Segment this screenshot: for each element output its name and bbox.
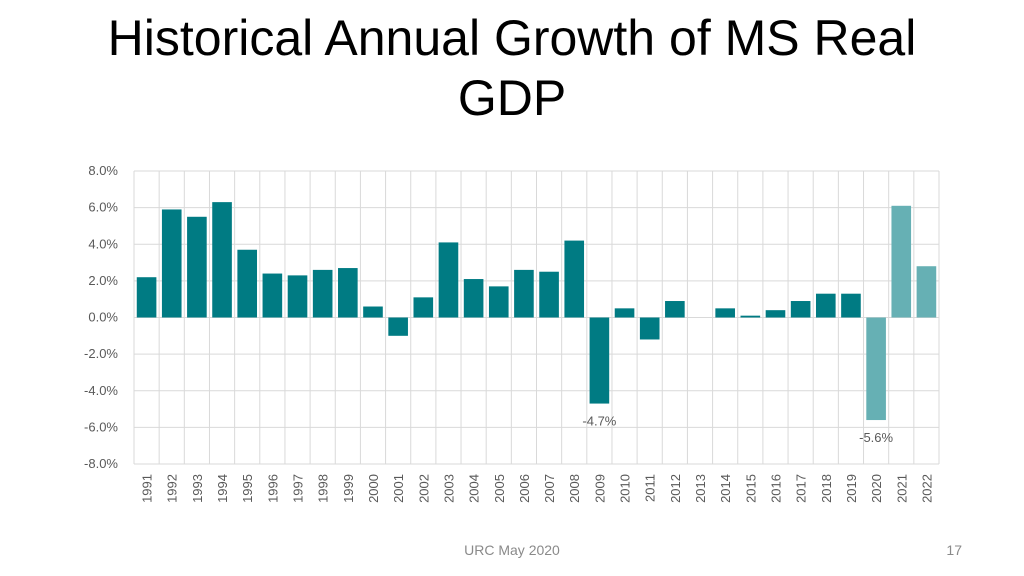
y-tick-label: -6.0% — [84, 419, 118, 434]
chart-labels: 8.0% 6.0% 4.0% 2.0% 0.0% -2.0% -4.0% -6.0% -8.0%… — [84, 163, 934, 503]
bar-1997 — [287, 275, 308, 318]
bar-2001 — [388, 317, 408, 336]
bar-2007 — [539, 271, 559, 318]
y-tick-label: 0.0% — [88, 310, 118, 325]
y-tick-label: -2.0% — [84, 346, 118, 361]
bar-2003 — [438, 242, 459, 318]
bar-2014 — [715, 308, 735, 318]
x-tick-label: 2012 — [668, 474, 683, 503]
x-tick-label: 1997 — [291, 474, 306, 503]
x-tick-label: 2005 — [492, 474, 507, 503]
bar-2015 — [740, 315, 761, 318]
bar-2010 — [614, 308, 635, 318]
bar-1991 — [136, 277, 157, 318]
x-tick-label: 1996 — [265, 474, 280, 503]
bar-2006 — [514, 269, 534, 318]
bar-2009 — [589, 317, 610, 404]
bar-2017 — [790, 301, 811, 318]
x-tick-label: 2017 — [794, 474, 809, 503]
bar-2004 — [463, 279, 484, 318]
x-tick-label: 2011 — [643, 474, 658, 502]
bar-1996 — [262, 273, 283, 318]
x-tick-label: 2008 — [567, 474, 582, 503]
x-tick-label: 1994 — [215, 474, 230, 503]
bar-2016 — [765, 310, 786, 318]
y-tick-label: 2.0% — [88, 273, 118, 288]
x-tick-label: 2020 — [869, 474, 884, 503]
chart-bars — [136, 202, 937, 421]
x-tick-label: 2000 — [366, 474, 381, 503]
y-tick-label: -8.0% — [84, 456, 118, 471]
x-tick-label: 2015 — [743, 474, 758, 503]
bar-1999 — [338, 268, 358, 318]
slide-title: Historical Annual Growth of MS Real GDP — [107, 10, 917, 126]
x-tick-label: 2016 — [768, 474, 783, 503]
bar-2002 — [413, 297, 434, 318]
x-tick-label: 2009 — [592, 474, 607, 503]
y-tick-label: 8.0% — [88, 163, 118, 178]
x-tick-label: 2002 — [416, 474, 431, 503]
y-tick-label: 6.0% — [88, 200, 118, 215]
bar-1995 — [237, 249, 258, 318]
x-tick-label: 2021 — [894, 474, 909, 503]
x-tick-label: 2022 — [919, 474, 934, 503]
bar-2020 — [866, 317, 886, 421]
bar-1998 — [312, 269, 333, 318]
x-tick-label: 1993 — [190, 474, 205, 503]
bar-2008 — [564, 240, 585, 318]
bar-2012 — [665, 301, 685, 318]
bar-2011 — [639, 317, 660, 340]
data-label-2020: -5.6% — [859, 430, 893, 445]
x-tick-label: 2018 — [819, 474, 834, 503]
bar-1994 — [212, 202, 232, 318]
y-tick-label: -4.0% — [84, 383, 118, 398]
x-tick-label: 1991 — [140, 474, 155, 503]
x-tick-label: 2007 — [542, 474, 557, 503]
x-tick-label: 1995 — [240, 474, 255, 503]
data-label-2009: -4.7% — [582, 414, 616, 429]
x-tick-label: 2010 — [618, 474, 633, 503]
x-tick-label: 2019 — [844, 474, 859, 503]
x-tick-label: 2013 — [693, 474, 708, 503]
y-tick-label: 4.0% — [88, 236, 118, 251]
bar-1993 — [187, 216, 207, 318]
bar-2000 — [363, 306, 383, 318]
x-tick-label: 2001 — [391, 474, 406, 503]
bar-2022 — [916, 266, 937, 318]
x-tick-label: 2006 — [517, 474, 532, 503]
bar-2021 — [891, 205, 912, 318]
x-tick-label: 1992 — [165, 474, 180, 503]
bar-2005 — [488, 286, 509, 318]
bar-2019 — [841, 293, 861, 318]
x-tick-label: 1998 — [316, 474, 331, 503]
bar-1992 — [161, 209, 182, 318]
x-tick-label: 2003 — [441, 474, 456, 503]
x-tick-label: 2004 — [467, 474, 482, 503]
x-tick-label: 1999 — [341, 474, 356, 503]
bar-2018 — [815, 293, 836, 318]
footer-text: URC May 2020 — [464, 542, 560, 558]
page-number: 17 — [946, 542, 962, 558]
x-tick-label: 2014 — [718, 474, 733, 503]
